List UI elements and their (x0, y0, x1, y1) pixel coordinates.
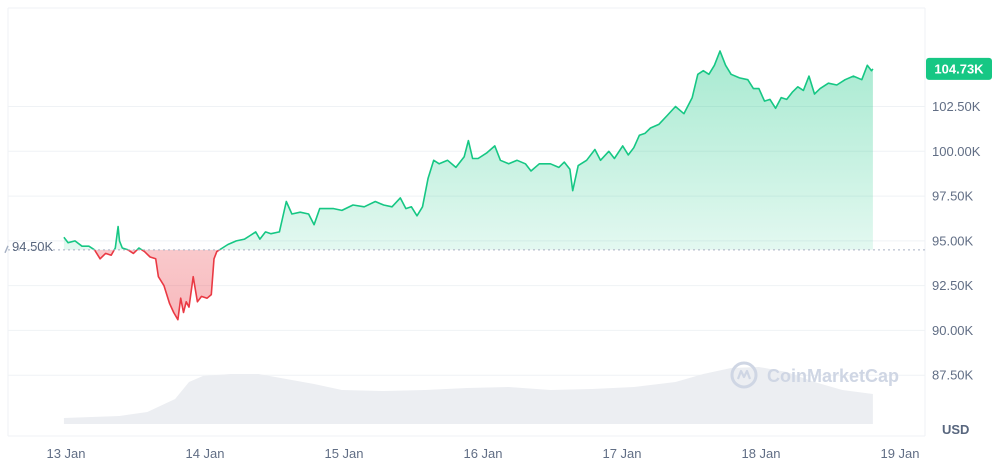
y-tick-label: 102.50K (932, 99, 981, 114)
x-axis: 13 Jan 14 Jan 15 Jan 16 Jan 17 Jan 18 Jan 19 J… (46, 446, 919, 461)
price-line-below (93, 249, 222, 321)
current-price-label: 104.73K (934, 61, 984, 76)
watermark-brand: CoinMarketCap (767, 366, 899, 386)
x-tick-label: 17 Jan (602, 446, 641, 461)
y-axis: 87.50K 90.00K 92.50K 95.00K 97.50K 100.00K 102… (932, 99, 981, 383)
reference-label: 94.50K (12, 239, 54, 254)
x-tick-label: 15 Jan (324, 446, 363, 461)
watermark: CoinMarketCap (730, 361, 899, 389)
y-tick-label: 97.50K (932, 189, 974, 204)
x-tick-label: 14 Jan (185, 446, 224, 461)
x-tick-label: 16 Jan (463, 446, 502, 461)
price-fill-above (63, 51, 873, 250)
current-price-tag: 104.73K (926, 57, 992, 80)
price-line-above (63, 50, 874, 250)
y-tick-label: 87.50K (932, 368, 974, 383)
y-tick-label: 100.00K (932, 144, 981, 159)
unit-label: USD (942, 422, 969, 437)
reference-marker-icon (4, 245, 9, 254)
x-tick-label: 13 Jan (46, 446, 85, 461)
price-area (63, 50, 874, 321)
current-price-tag-bg (926, 57, 992, 80)
y-tick-label: 95.00K (932, 233, 974, 248)
volume-area (63, 367, 873, 424)
y-tick-label: 92.50K (932, 278, 974, 293)
price-fill-below (94, 249, 220, 320)
y-tick-label: 90.00K (932, 323, 974, 338)
x-tick-label: 18 Jan (741, 446, 780, 461)
coinmarketcap-logo-icon (730, 361, 758, 389)
x-tick-label: 19 Jan (880, 446, 919, 461)
